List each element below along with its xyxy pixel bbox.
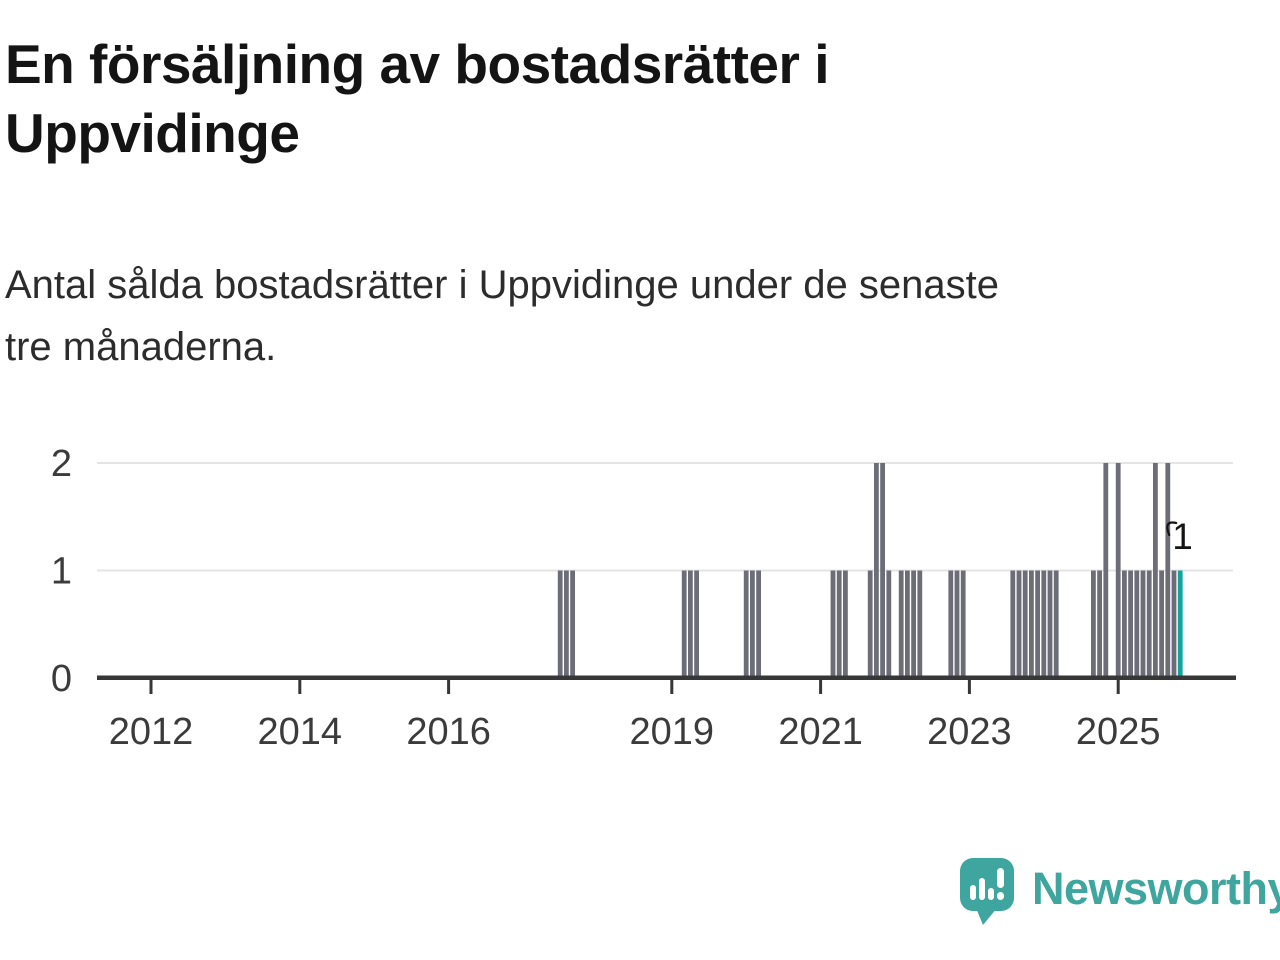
bar-2025-06 xyxy=(1146,570,1152,676)
bar-2022-03 xyxy=(905,570,910,676)
bar-2021-11 xyxy=(880,463,885,676)
chart-subtitle: Antal sålda bostadsrätter i Uppvidinge u… xyxy=(5,254,1245,378)
title-line-2: Uppvidinge xyxy=(5,102,300,164)
bar-2021-12 xyxy=(886,570,892,676)
x-tick-2021 xyxy=(819,680,823,694)
y-axis-label-1: 1 xyxy=(51,551,72,593)
bar-2022-05 xyxy=(917,570,923,676)
logo-exclamation-stem xyxy=(997,868,1004,888)
bar-2025-09 xyxy=(1165,463,1171,676)
x-tick-2023 xyxy=(967,680,971,694)
bar-2020-03 xyxy=(756,570,761,676)
bar-2021-10 xyxy=(874,463,879,676)
bar-highlight-2025-11 xyxy=(1177,570,1183,676)
bar-2025-10 xyxy=(1171,570,1177,676)
x-axis-label-2025: 2025 xyxy=(1076,711,1161,753)
x-axis-label-2014: 2014 xyxy=(258,711,343,753)
annotation-leader-line xyxy=(1166,521,1178,537)
subtitle-line-1: Antal sålda bostadsrätter i Uppvidinge u… xyxy=(5,263,999,307)
bar-2023-11 xyxy=(1029,570,1034,676)
bar-2021-09 xyxy=(867,570,873,676)
bar-2019-05 xyxy=(694,570,699,676)
x-tick-2012 xyxy=(149,680,153,694)
x-axis-label-2016: 2016 xyxy=(406,711,491,753)
bar-2025-04 xyxy=(1134,570,1140,676)
bar-2025-01 xyxy=(1115,463,1121,676)
subtitle-line-2: tre månaderna. xyxy=(5,325,277,369)
y-axis-label-0: 0 xyxy=(51,658,72,700)
title-line-1: En försäljning av bostadsrätter i xyxy=(5,33,829,95)
bar-2024-10 xyxy=(1097,570,1102,676)
annotation-value-label: 1 xyxy=(1172,516,1193,557)
bar-2023-09 xyxy=(1016,570,1022,676)
bar-2025-08 xyxy=(1159,570,1164,676)
x-tick-2019 xyxy=(670,680,674,694)
bar-2025-03 xyxy=(1128,570,1133,676)
bar-2017-08 xyxy=(564,570,569,676)
bar-2025-05 xyxy=(1140,570,1146,676)
logo-exclamation-dot xyxy=(997,892,1004,900)
bar-2024-03 xyxy=(1053,570,1059,676)
bar-2021-03 xyxy=(830,570,836,676)
logo-bar-3 xyxy=(988,888,994,900)
y-axis-label-2: 2 xyxy=(51,443,72,485)
bar-2023-08 xyxy=(1010,570,1016,676)
bar-2021-04 xyxy=(836,570,842,676)
x-axis-label-2023: 2023 xyxy=(927,711,1012,753)
x-tick-2025 xyxy=(1116,680,1120,694)
bar-2025-02 xyxy=(1122,570,1127,676)
bar-2022-10 xyxy=(948,570,954,676)
logo-bar-2 xyxy=(979,878,985,900)
x-axis-label-2019: 2019 xyxy=(630,711,715,753)
x-tick-2016 xyxy=(447,680,451,694)
bar-2017-07 xyxy=(557,570,563,676)
newsworthy-logo: Newsworthy xyxy=(960,858,1280,928)
bar-2020-01 xyxy=(743,570,749,676)
x-tick-2014 xyxy=(298,680,302,694)
logo-bar-1 xyxy=(970,885,976,900)
x-axis-label-2012: 2012 xyxy=(109,711,194,753)
bar-2019-03 xyxy=(681,570,687,676)
bar-2023-10 xyxy=(1022,570,1028,676)
bar-2017-09 xyxy=(570,570,575,676)
bar-2024-01 xyxy=(1041,570,1047,676)
bar-2021-05 xyxy=(843,570,848,676)
bar-2024-11 xyxy=(1103,463,1109,676)
bar-2020-02 xyxy=(750,570,755,676)
newsworthy-logo-text: Newsworthy xyxy=(1032,863,1280,914)
bar-2023-12 xyxy=(1035,570,1040,676)
bar-2022-04 xyxy=(911,570,916,676)
bar-2019-04 xyxy=(688,570,693,676)
bar-2022-11 xyxy=(954,570,960,676)
bar-2022-12 xyxy=(960,570,966,676)
page-title: En försäljning av bostadsrätter i Uppvid… xyxy=(5,30,1185,168)
bar-2025-07 xyxy=(1153,463,1158,676)
bar-2024-09 xyxy=(1091,570,1096,676)
bar-2024-02 xyxy=(1047,570,1053,676)
newsworthy-logo-icon xyxy=(960,858,1014,925)
x-axis-line xyxy=(97,675,1236,680)
x-axis-label-2021: 2021 xyxy=(778,711,863,753)
bar-2022-02 xyxy=(898,570,904,676)
